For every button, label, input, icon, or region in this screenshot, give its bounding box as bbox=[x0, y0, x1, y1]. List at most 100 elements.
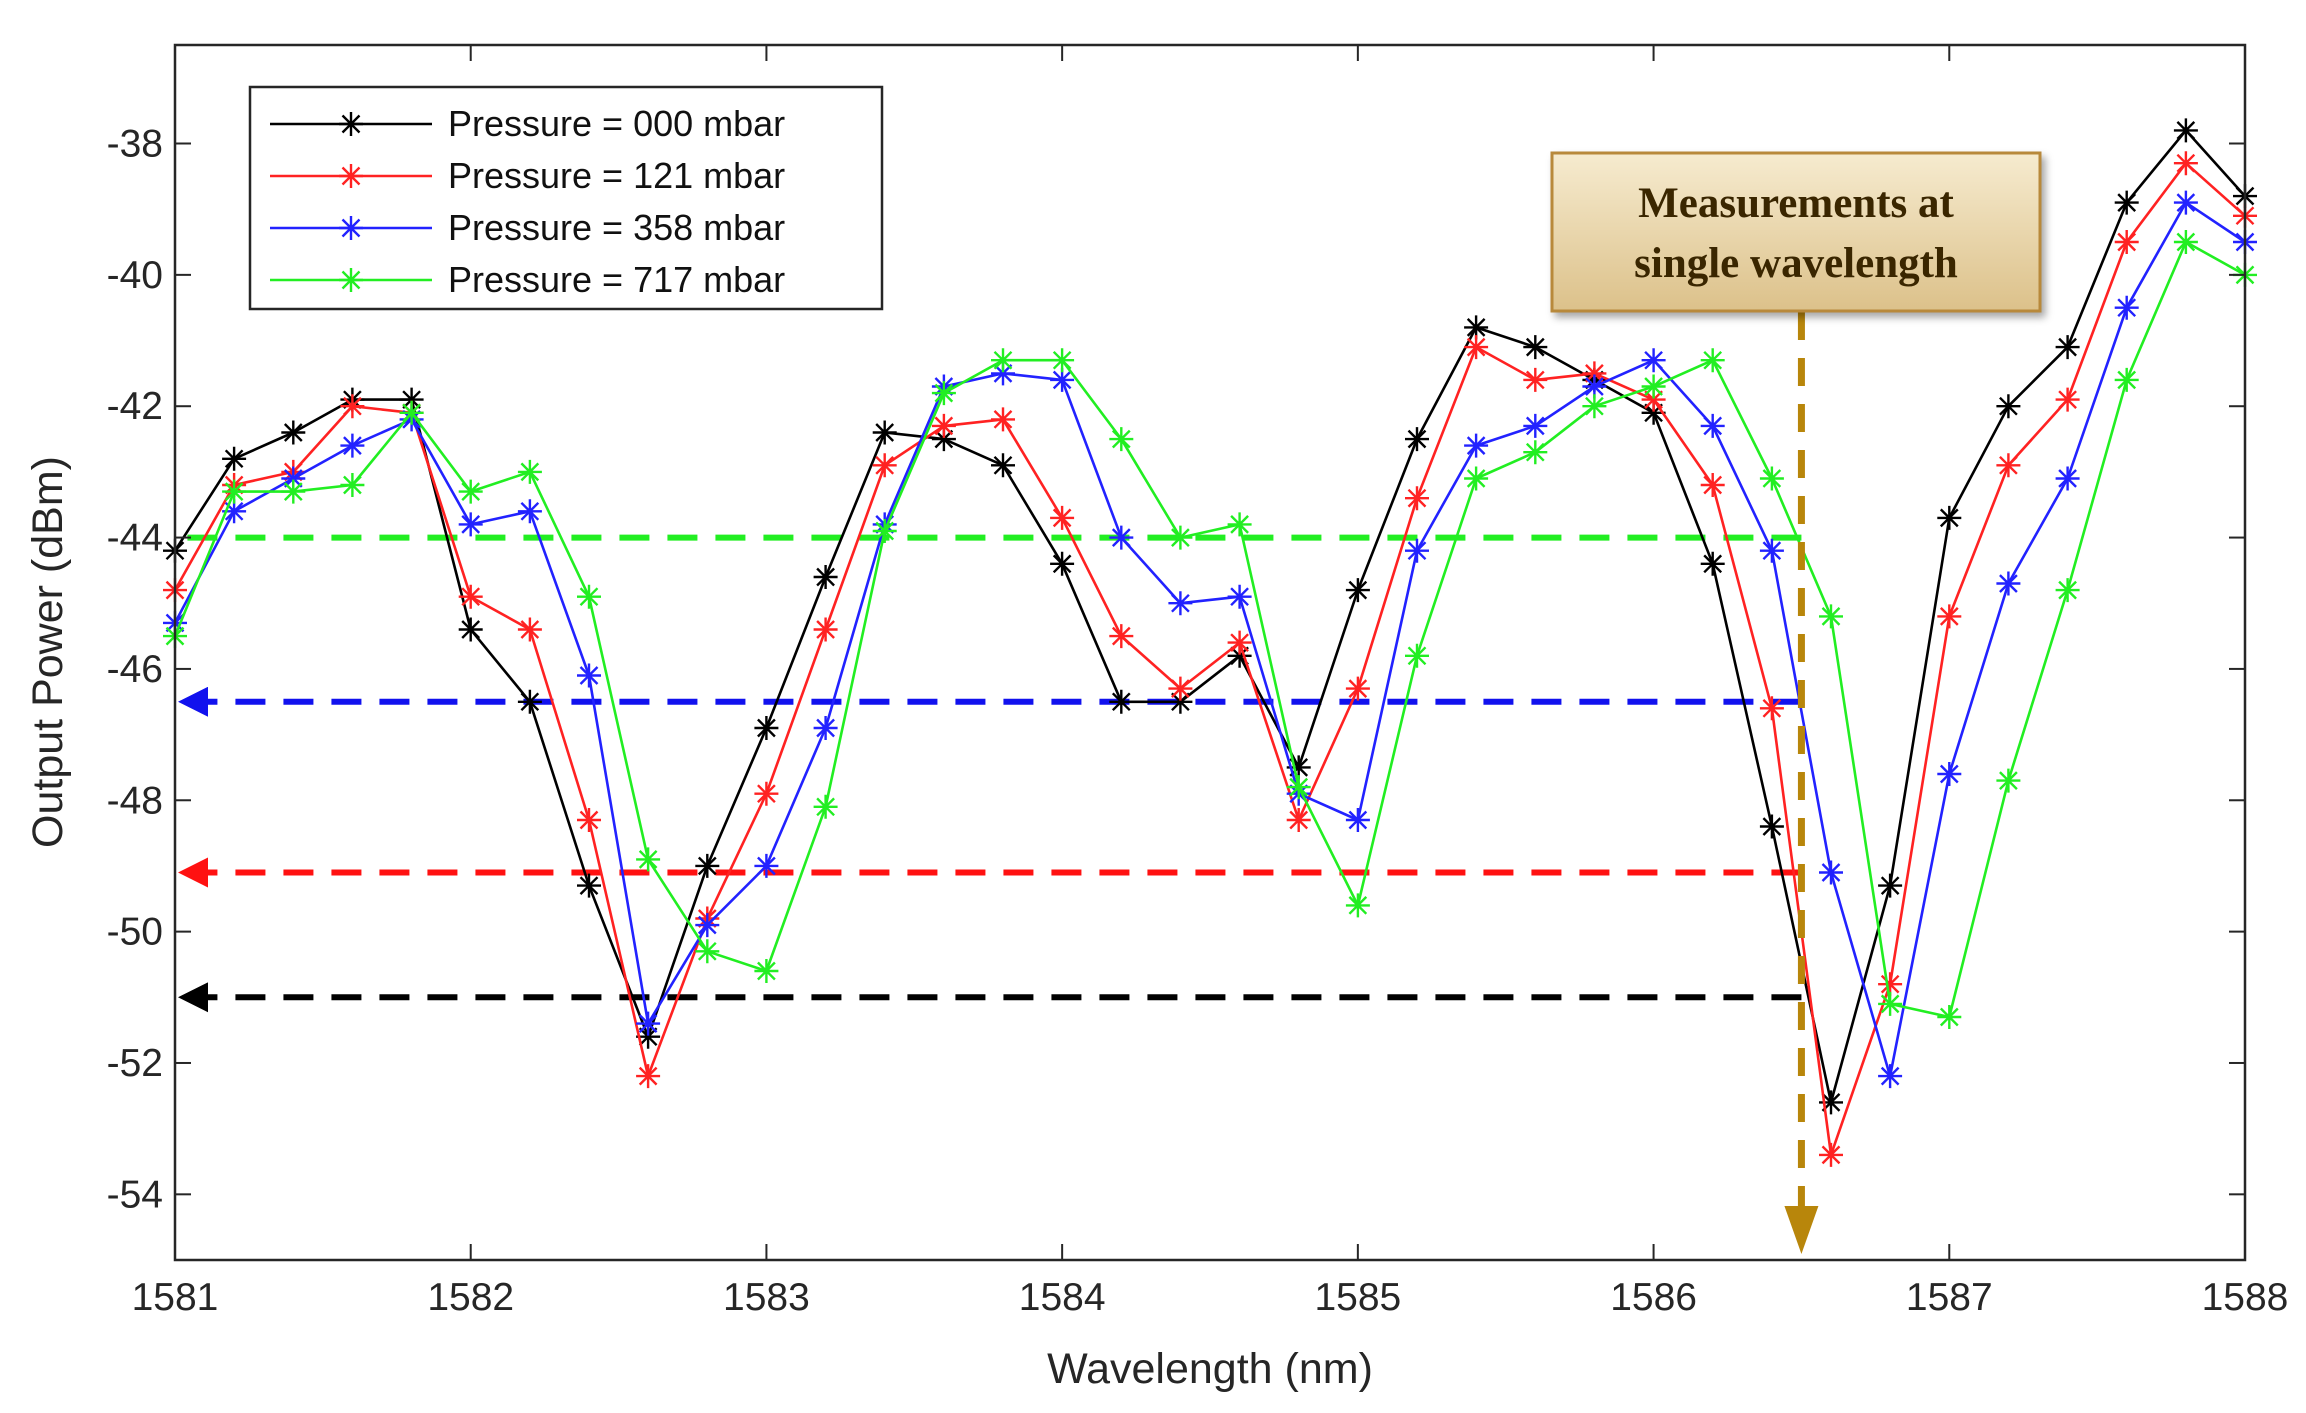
data-point bbox=[1405, 486, 1429, 511]
data-point bbox=[517, 689, 542, 714]
data-point bbox=[1996, 453, 2021, 478]
legend-marker bbox=[339, 216, 363, 240]
data-point bbox=[1819, 860, 1843, 885]
data-point bbox=[813, 716, 838, 740]
data-point bbox=[1641, 374, 1666, 399]
data-point bbox=[1286, 775, 1311, 800]
data-point bbox=[754, 716, 779, 740]
y-tick-label: -40 bbox=[107, 254, 163, 297]
data-point bbox=[1168, 676, 1193, 701]
data-point bbox=[1582, 394, 1607, 419]
data-point bbox=[1700, 348, 1725, 373]
data-point bbox=[1641, 387, 1666, 412]
marker-layer bbox=[1784, 312, 1819, 1254]
data-point bbox=[872, 519, 897, 543]
data-point bbox=[340, 473, 365, 497]
series-line bbox=[173, 240, 2246, 1019]
data-point bbox=[1700, 473, 1725, 497]
data-point bbox=[1345, 893, 1370, 918]
data-point bbox=[1464, 315, 1489, 340]
x-tick-label: 1581 bbox=[132, 1276, 219, 1319]
data-point bbox=[1641, 400, 1666, 425]
data-point bbox=[1109, 689, 1134, 714]
annotation-box bbox=[1550, 151, 2042, 313]
data-point bbox=[1227, 643, 1252, 668]
x-tick-label: 1587 bbox=[1906, 1276, 1993, 1319]
data-point bbox=[1464, 433, 1489, 458]
data-point bbox=[1168, 689, 1193, 714]
data-point bbox=[695, 913, 720, 938]
data-point bbox=[1464, 335, 1489, 360]
legend-label: Pressure = 717 mbar bbox=[448, 259, 785, 300]
data-point bbox=[2173, 190, 2198, 215]
data-point bbox=[872, 453, 897, 478]
data-point bbox=[636, 1024, 661, 1049]
data-point bbox=[1759, 538, 1784, 563]
annotation-line-2: single wavelength bbox=[1634, 240, 1958, 287]
data-point bbox=[1168, 525, 1193, 550]
data-point bbox=[813, 565, 838, 589]
data-point bbox=[1464, 466, 1489, 491]
data-point bbox=[340, 394, 365, 419]
data-point bbox=[281, 466, 306, 491]
legend-item-pressure-717-mbar: Pressure = 717 mbar bbox=[270, 259, 785, 300]
data-point bbox=[1345, 578, 1370, 603]
data-point bbox=[991, 348, 1015, 373]
data-point bbox=[931, 413, 956, 438]
data-point bbox=[1286, 755, 1311, 780]
y-tick-label: -48 bbox=[107, 779, 163, 822]
data-point bbox=[1759, 466, 1784, 491]
data-point bbox=[517, 499, 542, 524]
data-point bbox=[1996, 394, 2021, 419]
data-point bbox=[931, 381, 956, 406]
data-point bbox=[1819, 604, 1843, 629]
data-point bbox=[754, 781, 779, 806]
series-line bbox=[173, 161, 2246, 1157]
data-point bbox=[577, 584, 601, 609]
data-point bbox=[1523, 413, 1548, 438]
data-point bbox=[695, 853, 720, 878]
data-point bbox=[281, 420, 306, 445]
data-point bbox=[1641, 348, 1666, 373]
data-point bbox=[340, 433, 365, 458]
data-point bbox=[458, 479, 483, 504]
data-point bbox=[2173, 151, 2198, 176]
data-point bbox=[1109, 624, 1134, 649]
x-tick-label: 1582 bbox=[427, 1276, 514, 1319]
x-axis-title: Wavelength (nm) bbox=[1047, 1345, 1373, 1393]
data-point bbox=[2114, 367, 2139, 392]
data-point bbox=[577, 663, 601, 688]
data-point bbox=[754, 853, 779, 878]
data-point bbox=[636, 1011, 661, 1036]
data-point bbox=[399, 400, 424, 425]
data-point bbox=[2173, 118, 2198, 143]
data-point bbox=[1937, 1005, 1962, 1029]
data-point bbox=[1759, 814, 1784, 839]
series-pressure-717-mbar bbox=[163, 230, 2257, 1029]
data-point bbox=[1227, 584, 1252, 609]
y-tick-label: -50 bbox=[107, 911, 163, 954]
data-point bbox=[222, 499, 247, 524]
data-point bbox=[1582, 361, 1607, 386]
data-point bbox=[1700, 413, 1725, 438]
data-point bbox=[813, 617, 838, 642]
data-point bbox=[991, 407, 1015, 432]
data-point bbox=[1050, 505, 1075, 530]
x-tick-label: 1588 bbox=[2202, 1276, 2289, 1319]
data-point bbox=[931, 427, 956, 452]
data-point bbox=[222, 479, 247, 504]
data-point bbox=[1819, 1090, 1843, 1115]
data-point bbox=[1050, 551, 1075, 576]
data-point bbox=[2055, 578, 2080, 603]
data-point bbox=[2114, 295, 2139, 320]
data-point bbox=[458, 584, 483, 609]
data-point bbox=[754, 959, 779, 983]
y-tick-label: -42 bbox=[107, 385, 163, 428]
data-point bbox=[517, 617, 542, 642]
data-point bbox=[1345, 676, 1370, 701]
legend-marker bbox=[339, 112, 363, 136]
y-tick-label: -46 bbox=[107, 648, 163, 691]
data-series bbox=[163, 118, 2257, 1167]
data-point bbox=[1582, 374, 1607, 399]
